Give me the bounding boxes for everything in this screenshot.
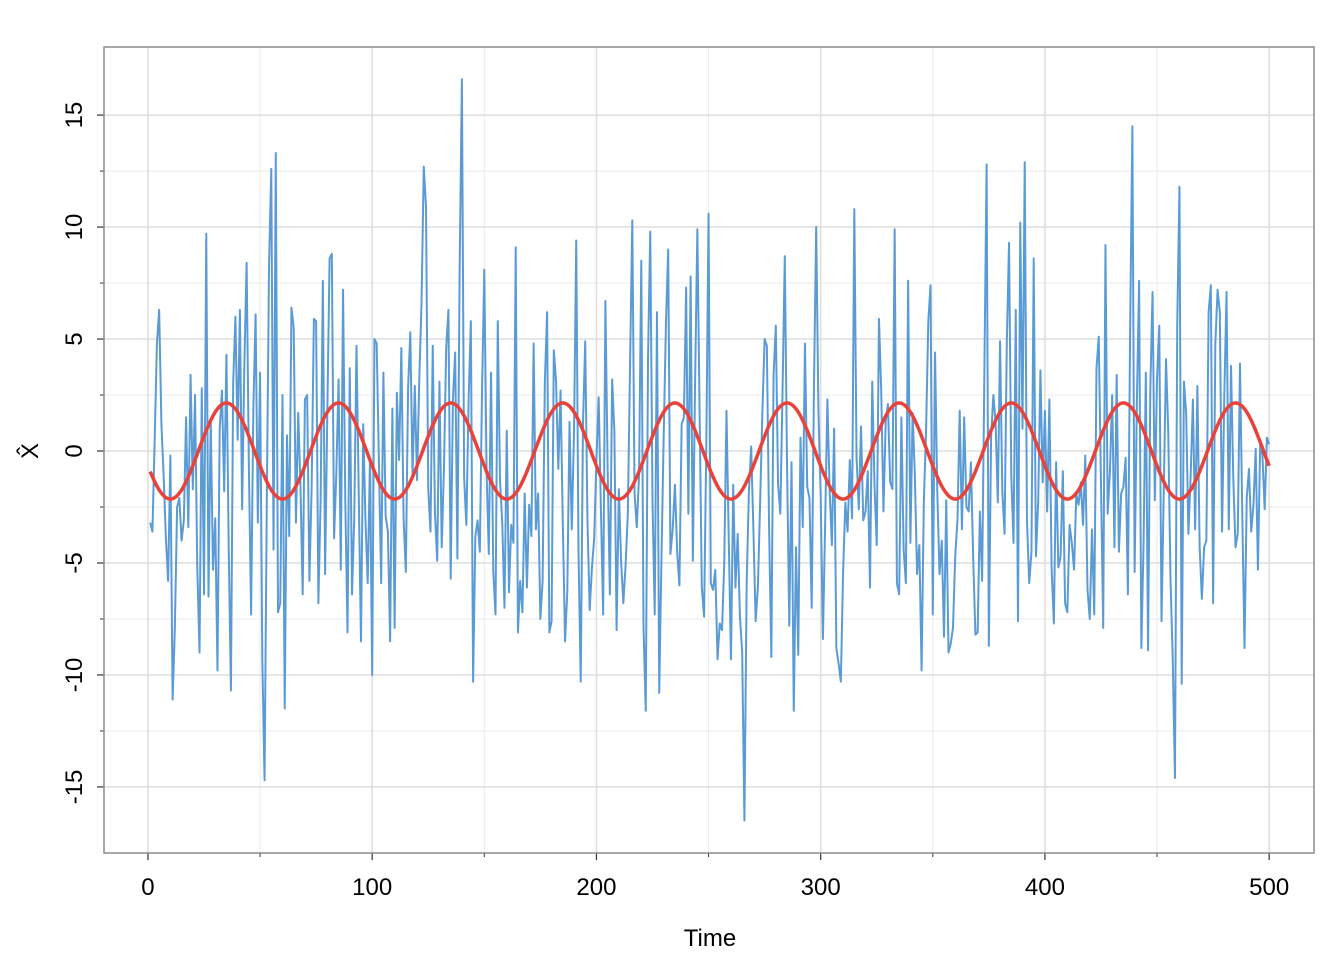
y-tick-label: -15 xyxy=(61,770,88,805)
y-tick-label: 15 xyxy=(61,102,88,129)
x-axis-title: Time xyxy=(684,925,736,952)
x-tick-label: 300 xyxy=(801,874,841,901)
x-tick-label: 100 xyxy=(352,874,392,901)
y-axis-title: X̂ xyxy=(16,443,44,459)
y-tick-label: -10 xyxy=(61,658,88,693)
y-tick-label: -5 xyxy=(61,552,88,573)
series-line xyxy=(148,401,1271,501)
plot-border xyxy=(103,46,1315,854)
x-tick-label: 400 xyxy=(1025,874,1065,901)
x-tick-label: 500 xyxy=(1249,874,1289,901)
y-tick-label: 0 xyxy=(61,444,88,457)
x-tick-label: 0 xyxy=(141,874,154,901)
y-tick-label: 10 xyxy=(61,214,88,241)
x-tick-label: 200 xyxy=(576,874,616,901)
y-tick-label: 5 xyxy=(61,332,88,345)
series-line xyxy=(149,78,1271,822)
